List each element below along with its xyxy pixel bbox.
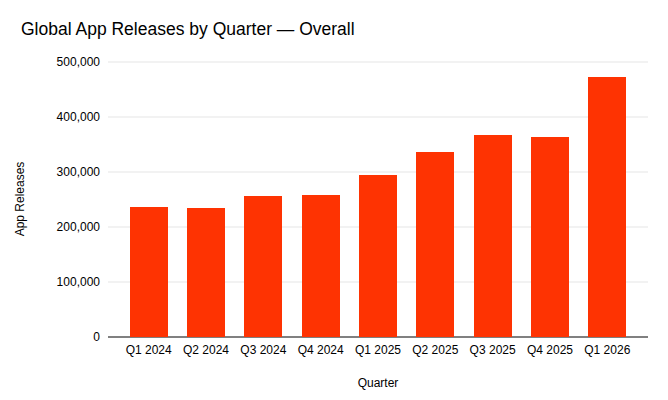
y-tick-label: 400,000	[24, 110, 100, 124]
x-tick-label: Q4 2024	[292, 343, 349, 358]
x-tick-label: Q2 2025	[407, 343, 464, 358]
y-tick-label: 500,000	[24, 55, 100, 69]
bar-q1-2024[interactable]	[130, 207, 168, 337]
x-tick-label: Q4 2025	[521, 343, 578, 358]
bar-q2-2025[interactable]	[416, 152, 454, 337]
bar-q4-2024[interactable]	[302, 195, 340, 337]
bars-container	[108, 62, 648, 337]
y-axis-ticks: 0100,000200,000300,000400,000500,000	[24, 62, 100, 337]
y-tick-label: 300,000	[24, 165, 100, 179]
bar-chart: Global App Releases by Quarter — Overall…	[0, 0, 668, 400]
y-tick-label: 200,000	[24, 220, 100, 234]
x-tick-label: Q3 2025	[464, 343, 521, 358]
x-tick-label: Q1 2025	[349, 343, 406, 358]
x-tick-label: Q2 2024	[177, 343, 234, 358]
x-tick-label: Q1 2026	[579, 343, 636, 358]
plot-area	[108, 62, 648, 337]
bar-q3-2024[interactable]	[244, 196, 282, 337]
x-tick-label: Q1 2024	[120, 343, 177, 358]
bar-q2-2024[interactable]	[187, 208, 225, 337]
bar-q4-2025[interactable]	[531, 137, 569, 337]
x-tick-label: Q3 2024	[235, 343, 292, 358]
bar-q1-2026[interactable]	[588, 77, 626, 337]
y-tick-label: 0	[24, 330, 100, 344]
x-axis-ticks: Q1 2024Q2 2024Q3 2024Q4 2024Q1 2025Q2 20…	[108, 343, 648, 358]
bar-q1-2025[interactable]	[359, 175, 397, 337]
chart-title: Global App Releases by Quarter — Overall	[21, 19, 355, 40]
y-tick-label: 100,000	[24, 275, 100, 289]
x-axis-title: Quarter	[108, 376, 648, 391]
bar-q3-2025[interactable]	[474, 135, 512, 337]
